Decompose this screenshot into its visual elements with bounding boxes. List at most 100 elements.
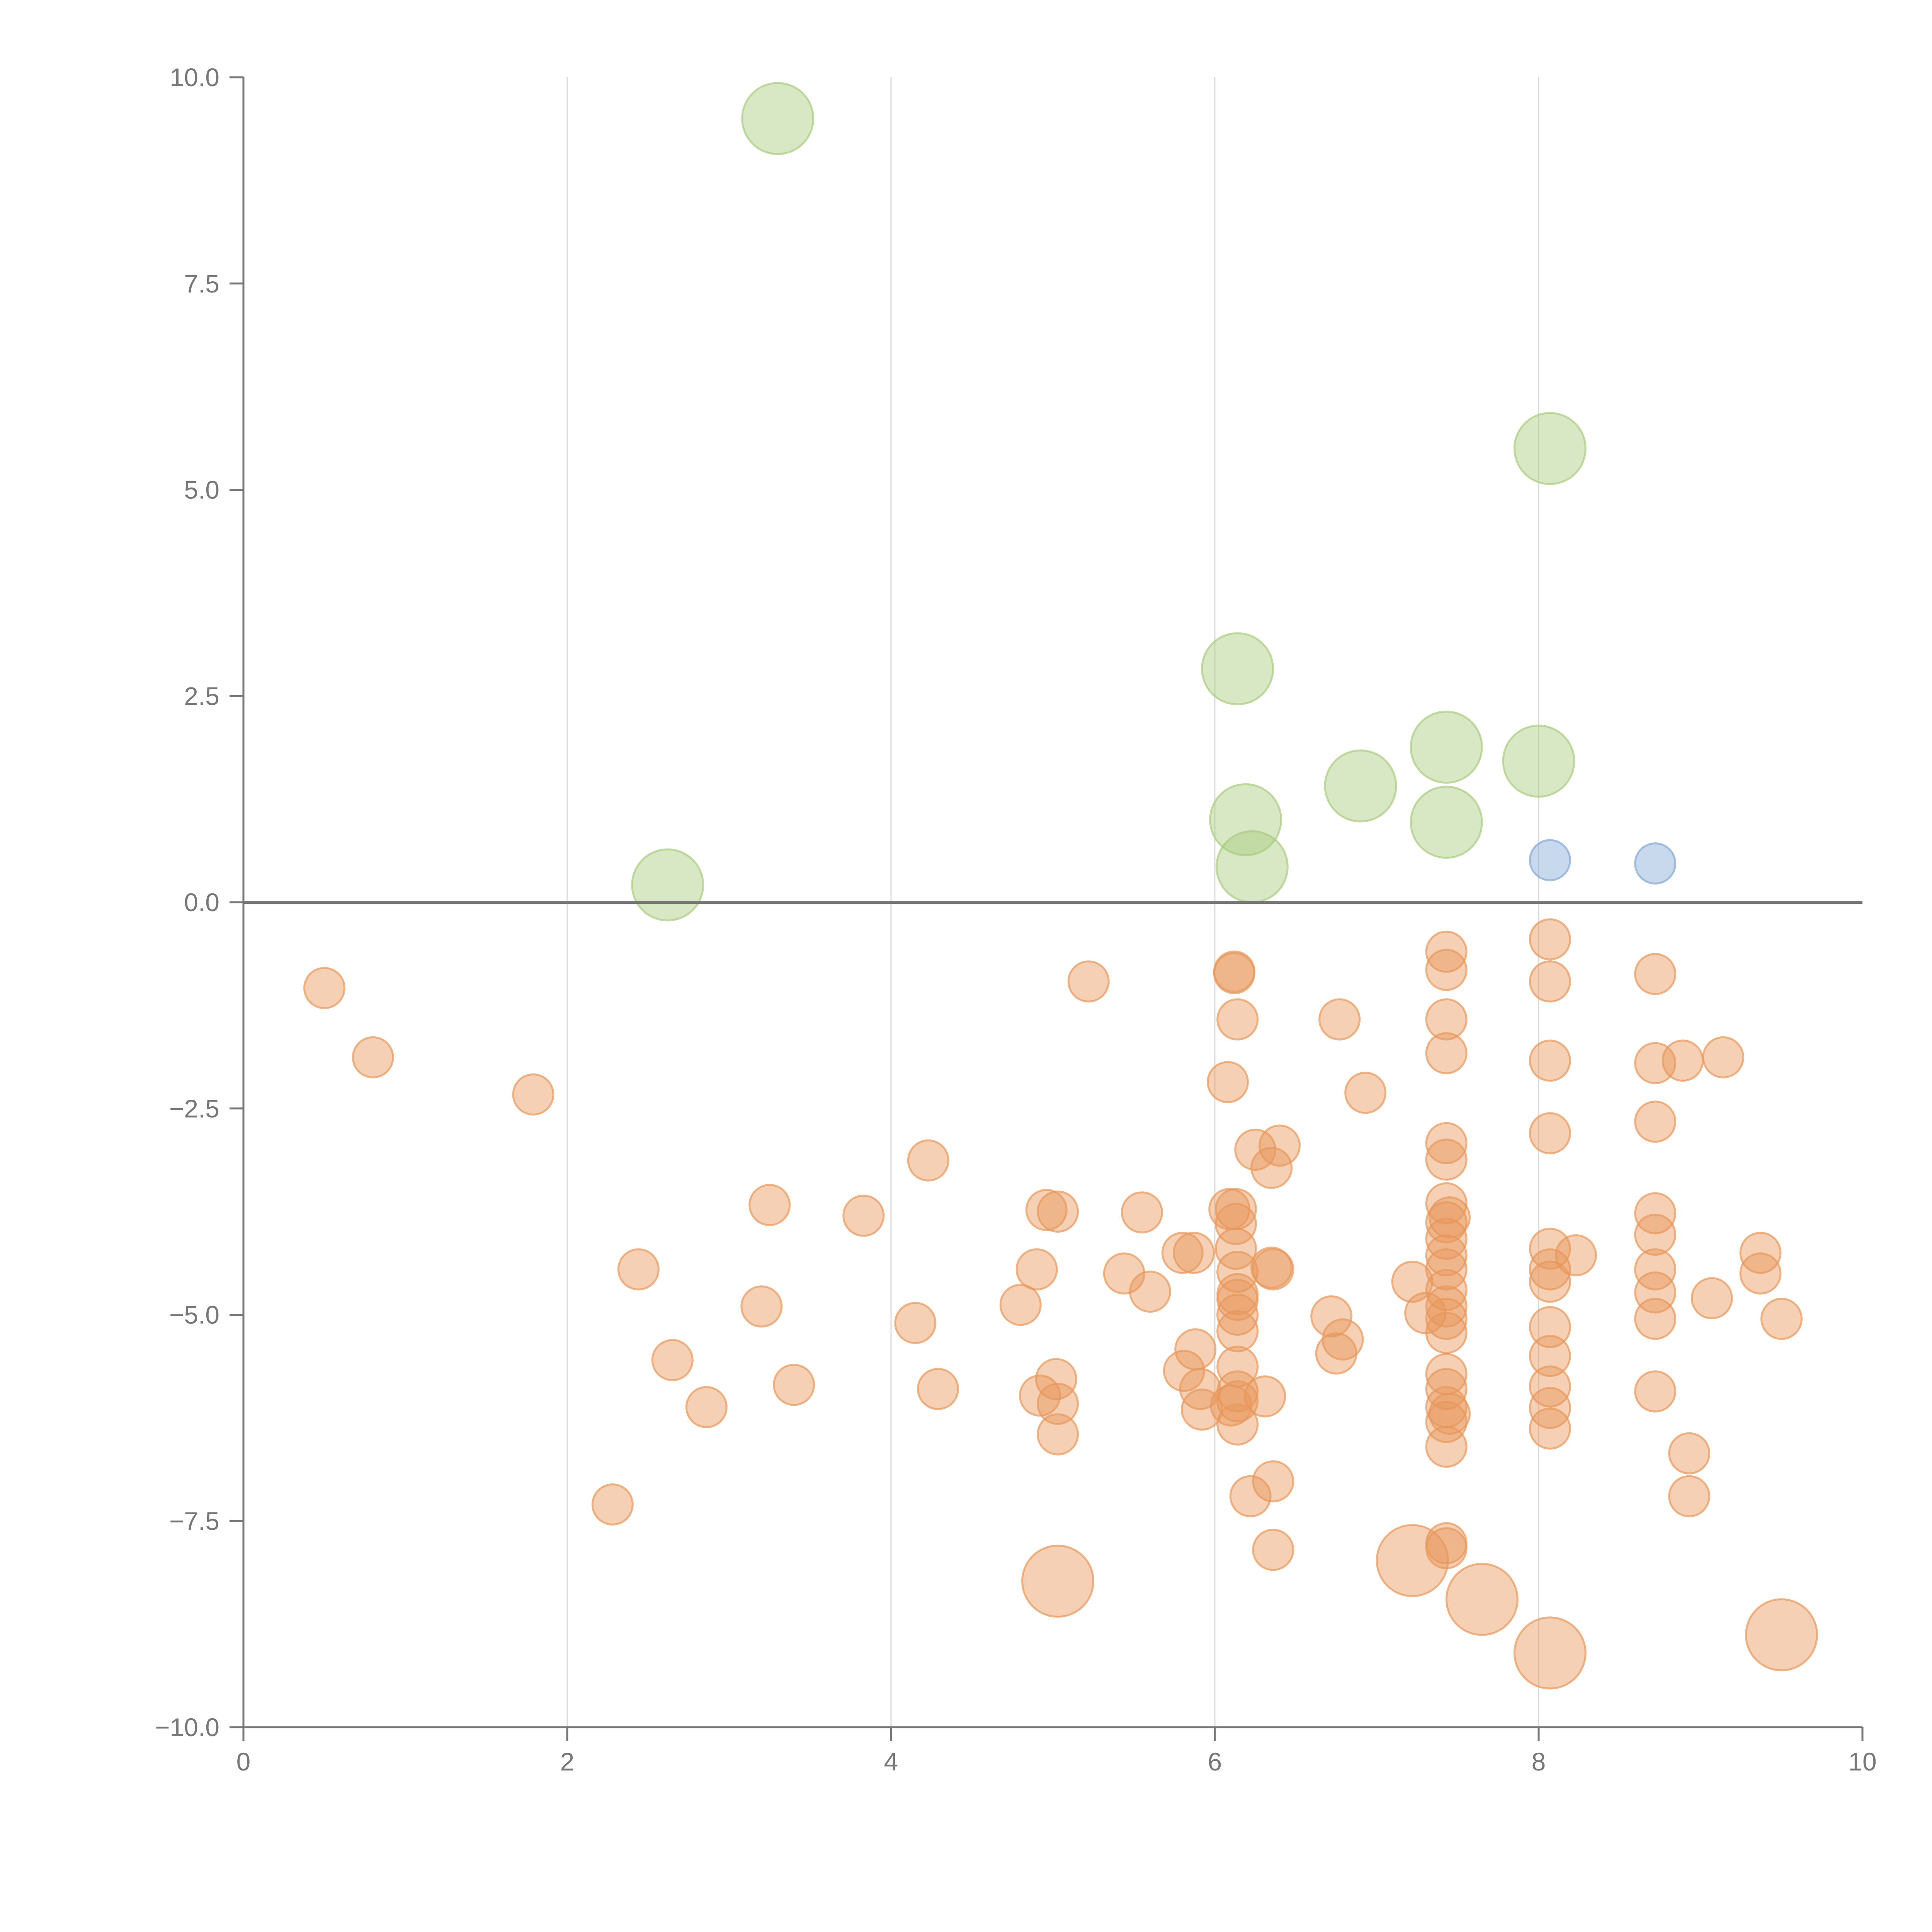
bubble-orange [1216,1294,1259,1336]
bubble-orange [1037,1413,1079,1456]
bubble-orange [1425,998,1468,1041]
bubble-orange [1067,960,1110,1003]
y-tick-label: 2.5 [184,682,219,710]
bubble-orange [1344,1071,1387,1114]
bubble-orange [1668,1432,1711,1475]
bubble-green [1410,786,1483,859]
bubble-blue [1529,839,1571,881]
bubble-orange [999,1284,1042,1326]
bubble-orange [1429,1196,1471,1239]
bubble-green [1502,724,1575,798]
bubble-orange [1529,1365,1571,1408]
bubble-orange [1252,1529,1294,1571]
bubble-orange [1529,960,1571,1003]
bubble-orange [1250,1146,1293,1189]
y-tick-label: 0.0 [184,888,219,917]
bubble-orange [1216,1403,1259,1446]
bubble-orange [1425,1182,1468,1225]
axes: 0 2 4 6 8 10 10.0 7.5 5.0 2.5 0.0 −2.5 −5.0 −7.5 −10.0 [155,63,1877,1776]
bubble-orange [1216,1310,1259,1352]
bubble-orange [1216,1370,1259,1413]
bubble-orange [591,1483,634,1526]
bubble-orange [1318,998,1361,1041]
bubble-orange [1529,1407,1571,1450]
bubble-orange [1216,1279,1259,1321]
bubble-orange [1634,1298,1677,1340]
bubble-green [1201,632,1274,706]
x-tick-label: 10 [1848,1747,1876,1776]
bubble-orange [1634,1192,1677,1235]
bubble-green [1324,749,1397,823]
bubble-orange [1634,1213,1677,1256]
bubble-orange [1252,1460,1294,1503]
bubble-orange [1425,1122,1468,1164]
bubble-orange [1025,1189,1068,1231]
y-tick-label: −10.0 [155,1713,219,1742]
bubble-orange [1425,949,1468,991]
bubble-orange [842,1194,885,1237]
x-tick-label: 0 [236,1747,251,1776]
bubble-orange [1173,1231,1215,1274]
bubble-green [1209,783,1282,856]
bubble-orange [1216,1380,1259,1423]
bubble-green [631,848,704,922]
bubble-orange [1425,1032,1468,1075]
bubble-orange [1429,1393,1471,1435]
bubble-green [741,82,815,155]
bubble-orange [651,1339,694,1381]
bubble-orange [1425,1138,1468,1181]
y-tick-label: −7.5 [169,1507,219,1535]
bubble-orange [1376,1524,1449,1597]
bubble-orange [1425,1311,1468,1354]
bubble-orange [1229,1475,1272,1517]
bubble-orange [1216,998,1259,1041]
bubble-orange [1702,1036,1745,1078]
bubble-orange [1690,1277,1733,1320]
bubble-orange [617,1248,660,1291]
bubble-orange [907,1139,949,1182]
bubble-orange [894,1302,937,1344]
bubble-orange [1035,1358,1077,1400]
bubble-orange [1129,1270,1171,1313]
x-tick-label: 6 [1208,1747,1222,1776]
bubble-orange [1739,1252,1782,1295]
bubble-orange [1634,1042,1677,1084]
bubble-orange [1760,1298,1803,1340]
bubble-orange [1425,1218,1468,1260]
bubble-orange [1529,1335,1571,1377]
bubble-orange [1213,952,1255,995]
bubble-orange [303,967,345,1009]
bubble-orange [1445,1563,1519,1636]
bubble-orange [1252,1248,1294,1291]
bubble-orange [1214,1203,1257,1245]
x-tick-label: 2 [560,1747,575,1776]
bubble-orange [1529,1039,1571,1082]
bubble-orange [1513,1616,1587,1690]
bubble-orange [748,1184,791,1226]
bubble-orange [1425,1234,1468,1277]
y-tick-label: 5.0 [184,476,219,504]
bubble-orange [773,1364,815,1406]
bubble-orange [685,1386,728,1429]
bubble-orange [1662,1039,1704,1082]
bubble-orange [1529,918,1571,961]
bubble-orange [1668,1475,1711,1517]
bubble-orange [1321,1318,1364,1361]
bubble-orange [1425,930,1468,973]
bubble-orange [1214,1228,1257,1270]
bubble-orange [1121,1191,1163,1234]
y-tick-label: −5.0 [169,1301,219,1329]
bubble-orange [1634,953,1677,995]
bubble-orange [1161,1231,1204,1274]
bubble-orange [1250,1247,1293,1289]
bubble-orange [1634,1248,1677,1291]
y-tick-label: −2.5 [169,1094,219,1123]
bubble-orange [1529,1248,1571,1291]
y-tick-label: 10.0 [170,63,219,92]
bubble-orange [1310,1295,1353,1338]
bubble-green [1410,711,1483,784]
bubble-orange [1425,1527,1468,1570]
bubble-green [1215,830,1289,903]
bubble-orange [1259,1124,1301,1167]
